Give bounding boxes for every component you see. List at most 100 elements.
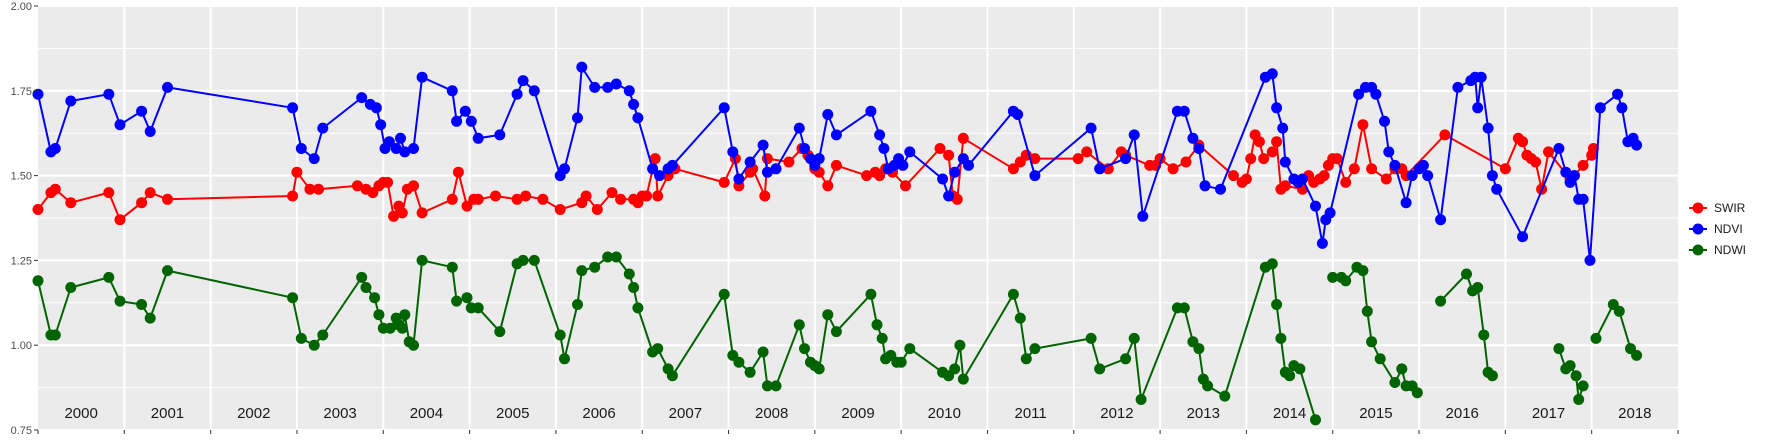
data-point-ndvi [1277, 122, 1289, 134]
data-point-swir [162, 193, 173, 205]
data-point-ndvi [1316, 237, 1328, 249]
data-point-ndwi [623, 268, 635, 280]
data-point-ndvi [1482, 122, 1494, 134]
data-point-swir [1543, 146, 1554, 158]
data-point-ndvi [602, 81, 614, 93]
data-point-ndwi [1120, 353, 1132, 365]
data-point-ndwi [1590, 332, 1602, 344]
data-point-swir [1380, 173, 1392, 185]
data-point-ndvi [1120, 153, 1132, 165]
data-point-swir [615, 193, 627, 205]
data-point-ndvi [1491, 183, 1503, 195]
data-point-ndvi [1631, 139, 1643, 151]
data-point-ndvi [654, 170, 665, 182]
data-point-swir [49, 183, 61, 195]
data-point-swir [388, 210, 400, 222]
y-tick-label: 1.50 [11, 171, 32, 183]
data-point-ndwi [876, 332, 888, 344]
year-label: 2001 [151, 405, 184, 422]
data-point-ndwi [32, 275, 44, 287]
data-point-ndwi [472, 302, 484, 314]
y-tick-label: 2.00 [11, 1, 32, 13]
data-point-ndwi [369, 292, 381, 304]
data-point-ndvi [1517, 231, 1529, 243]
year-label: 2012 [1100, 405, 1133, 422]
data-point-ndwi [103, 271, 115, 283]
data-point-ndwi [1486, 370, 1498, 382]
data-point-ndwi [1366, 336, 1378, 348]
data-point-ndvi [733, 173, 745, 185]
data-point-ndvi [472, 132, 484, 144]
year-label: 2011 [1014, 405, 1046, 422]
data-point-swir [1348, 163, 1360, 175]
data-point-ndvi [451, 115, 463, 127]
legend: SWIR NDVI NDWI [1689, 201, 1746, 257]
data-point-ndvi [761, 166, 773, 178]
data-point-ndwi [744, 366, 756, 378]
data-point-swir [759, 190, 771, 202]
data-point-swir [144, 187, 156, 199]
data-point-ndvi [1406, 170, 1418, 182]
series-ndwi [32, 251, 1643, 426]
data-point-ndvi [1353, 88, 1365, 100]
data-point-swir [461, 200, 473, 212]
data-point-ndwi [904, 343, 916, 355]
data-point-swir [900, 180, 911, 192]
year-label: 2005 [496, 405, 529, 422]
legend-key-ndvi [1689, 223, 1707, 235]
data-point-ndvi [65, 95, 77, 107]
data-point-swir [1331, 153, 1343, 165]
year-label: 2009 [841, 405, 874, 422]
data-point-swir [1357, 119, 1369, 131]
data-point-ndvi [162, 81, 173, 93]
data-point-ndwi [1193, 343, 1205, 355]
data-point-ndvi [1128, 129, 1140, 141]
data-point-ndvi [416, 71, 428, 83]
data-point-ndvi [459, 105, 471, 117]
data-point-ndwi [384, 322, 396, 334]
data-point-ndvi [1178, 105, 1190, 117]
data-point-swir [1072, 153, 1084, 165]
data-point-ndvi [937, 173, 949, 185]
data-series [32, 61, 1643, 426]
data-point-ndwi [1310, 414, 1321, 426]
data-point-swir [1253, 136, 1265, 148]
data-point-swir [114, 214, 126, 226]
data-point-ndwi [1564, 360, 1576, 372]
data-point-ndvi [494, 129, 506, 141]
year-label: 2017 [1532, 405, 1565, 422]
data-point-swir [1240, 173, 1252, 185]
data-point-swir [65, 197, 77, 209]
data-point-ndwi [1085, 332, 1097, 344]
data-point-ndvi [383, 136, 395, 148]
data-point-ndwi [65, 282, 77, 293]
legend-dot [1692, 202, 1704, 214]
data-point-ndvi [770, 163, 782, 175]
data-point-ndvi [295, 143, 307, 154]
data-point-ndwi [494, 326, 506, 338]
data-point-swir [351, 180, 363, 192]
data-point-ndwi [1613, 305, 1625, 317]
y-axis: 0.75 1.00 1.25 1.50 1.75 2.00 [11, 1, 38, 437]
data-point-ndwi [1472, 282, 1484, 293]
data-point-ndvi [1584, 254, 1596, 266]
data-point-swir [1271, 136, 1283, 148]
data-point-swir [382, 176, 394, 188]
data-point-swir [1279, 180, 1291, 192]
data-point-ndvi [718, 102, 730, 114]
data-point-ndvi [1435, 214, 1447, 226]
data-point-swir [649, 153, 661, 165]
data-point-ndwi [396, 322, 408, 334]
data-point-swir [520, 190, 532, 202]
data-point-ndwi [871, 319, 883, 331]
data-point-ndwi [957, 373, 969, 385]
data-point-ndvi [1199, 180, 1211, 192]
data-point-swir [490, 190, 501, 202]
data-point-swir [416, 207, 428, 219]
data-point-ndwi [1284, 370, 1296, 382]
data-point-ndvi [1379, 115, 1390, 127]
data-point-ndwi [733, 356, 745, 368]
data-point-swir [761, 153, 773, 165]
data-point-ndwi [136, 299, 148, 310]
data-point-ndvi [1452, 81, 1464, 93]
